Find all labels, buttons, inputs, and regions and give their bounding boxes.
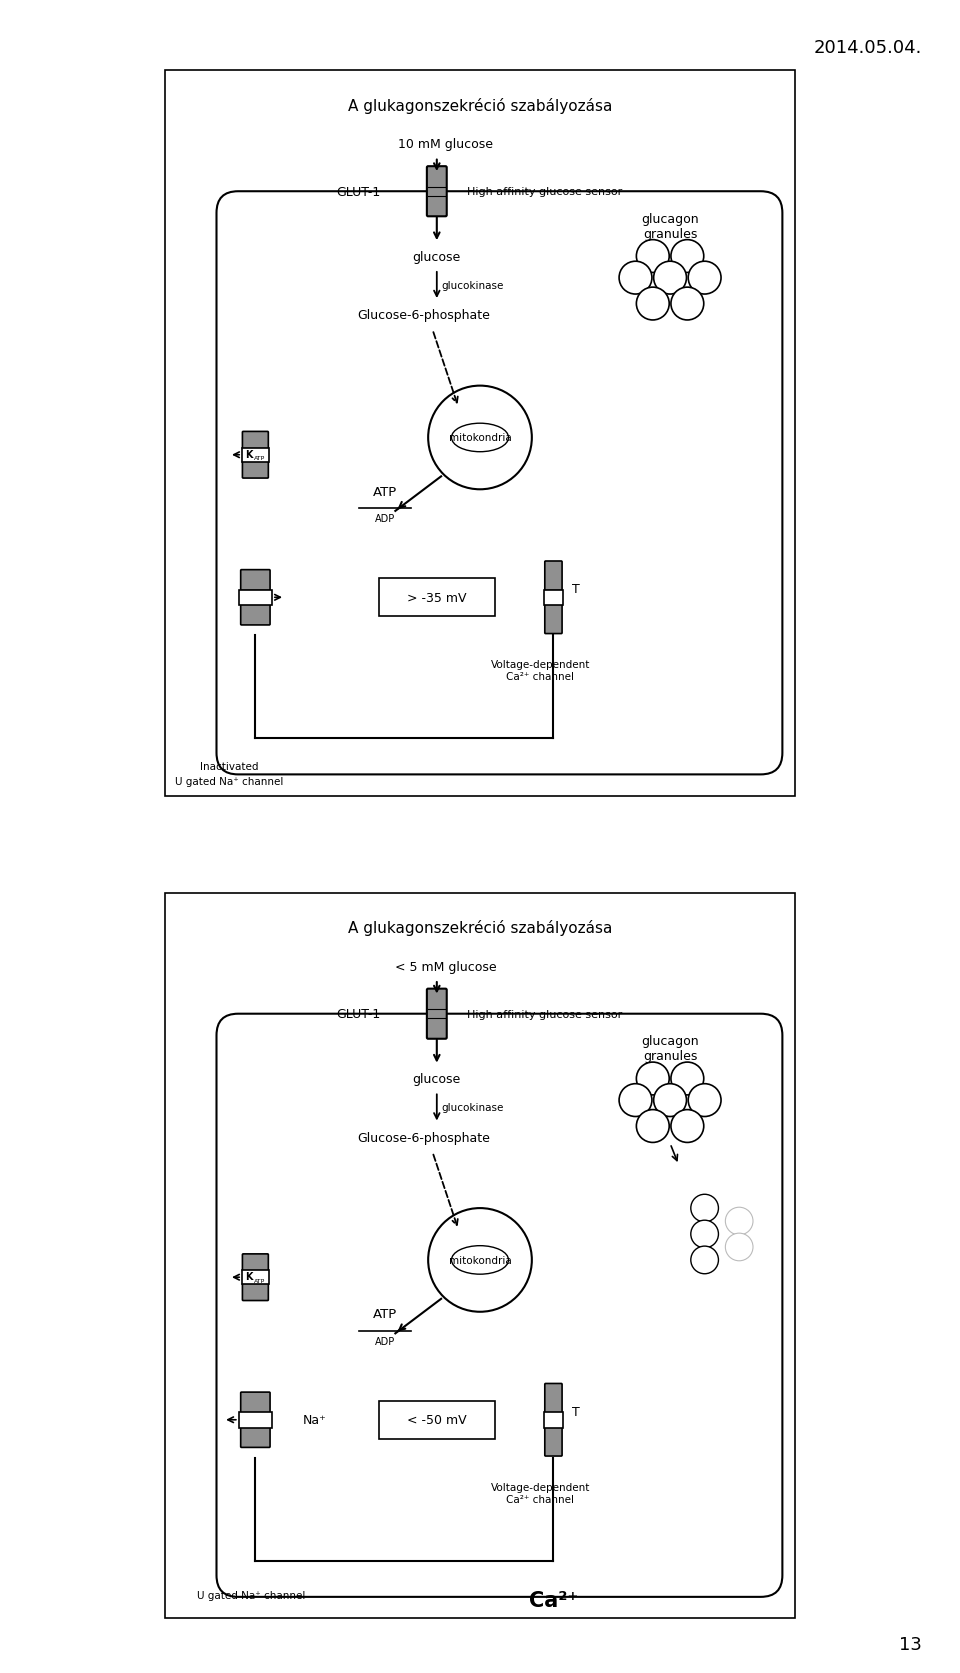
Text: ATP: ATP	[253, 1278, 265, 1283]
Text: T: T	[572, 1405, 580, 1417]
Text: K: K	[246, 450, 252, 460]
Text: A glukagonszekréció szabályozása: A glukagonszekréció szabályozása	[348, 920, 612, 935]
Text: Ca²⁺: Ca²⁺	[529, 1589, 578, 1609]
Text: glucose: glucose	[413, 251, 461, 263]
Text: ADP: ADP	[374, 514, 396, 524]
Text: Glucose-6-phosphate: Glucose-6-phosphate	[357, 310, 491, 323]
Ellipse shape	[451, 1246, 509, 1275]
Text: Voltage-dependent
Ca²⁺ channel: Voltage-dependent Ca²⁺ channel	[491, 1482, 590, 1504]
Text: ADP: ADP	[374, 1337, 396, 1347]
Text: ATP: ATP	[372, 485, 397, 499]
Text: > -35 mV: > -35 mV	[407, 592, 467, 604]
FancyBboxPatch shape	[165, 893, 795, 1618]
FancyBboxPatch shape	[239, 1412, 272, 1427]
Text: mitokondria: mitokondria	[448, 1255, 512, 1265]
Text: A glukagonszekréció szabályozása: A glukagonszekréció szabályozása	[348, 97, 612, 114]
Ellipse shape	[451, 423, 509, 452]
FancyBboxPatch shape	[379, 579, 494, 617]
Text: U gated Na⁺ channel: U gated Na⁺ channel	[197, 1589, 305, 1599]
FancyBboxPatch shape	[241, 1427, 270, 1447]
Text: 13: 13	[899, 1635, 922, 1653]
Text: U gated Na⁺ channel: U gated Na⁺ channel	[176, 776, 283, 786]
Circle shape	[619, 263, 652, 294]
Circle shape	[654, 263, 686, 294]
FancyBboxPatch shape	[379, 1400, 494, 1439]
Text: glucokinase: glucokinase	[442, 281, 503, 291]
Text: < 5 mM glucose: < 5 mM glucose	[395, 960, 496, 974]
Circle shape	[428, 1208, 532, 1312]
Circle shape	[688, 1084, 721, 1118]
Text: High affinity glucose sensor: High affinity glucose sensor	[468, 187, 622, 197]
FancyBboxPatch shape	[427, 167, 446, 217]
Circle shape	[636, 241, 669, 273]
Text: ATP: ATP	[253, 457, 265, 460]
Circle shape	[691, 1221, 718, 1248]
Text: High affinity glucose sensor: High affinity glucose sensor	[468, 1009, 622, 1019]
Text: Inactivated: Inactivated	[201, 761, 258, 771]
FancyBboxPatch shape	[427, 989, 446, 1039]
FancyBboxPatch shape	[544, 562, 562, 591]
FancyBboxPatch shape	[241, 606, 270, 626]
Text: GLUT-1: GLUT-1	[336, 1007, 381, 1021]
Circle shape	[691, 1195, 718, 1223]
FancyBboxPatch shape	[243, 1255, 269, 1271]
Text: GLUT-1: GLUT-1	[336, 186, 381, 199]
FancyBboxPatch shape	[544, 591, 563, 606]
Text: glucagon
granules: glucagon granules	[641, 1034, 699, 1062]
Circle shape	[726, 1208, 753, 1235]
Text: < -50 mV: < -50 mV	[407, 1414, 467, 1427]
Text: glucose: glucose	[413, 1072, 461, 1086]
FancyBboxPatch shape	[241, 1392, 270, 1414]
FancyBboxPatch shape	[243, 432, 269, 450]
Circle shape	[428, 386, 532, 490]
Circle shape	[691, 1246, 718, 1273]
FancyBboxPatch shape	[217, 192, 782, 775]
Text: Na⁺: Na⁺	[303, 1414, 326, 1427]
FancyBboxPatch shape	[241, 570, 270, 591]
Circle shape	[636, 288, 669, 321]
Circle shape	[688, 263, 721, 294]
Circle shape	[671, 241, 704, 273]
Text: glucagon
granules: glucagon granules	[641, 212, 699, 241]
Circle shape	[636, 1109, 669, 1143]
FancyBboxPatch shape	[544, 1427, 562, 1456]
FancyBboxPatch shape	[544, 1412, 563, 1427]
FancyBboxPatch shape	[243, 1283, 269, 1300]
Circle shape	[636, 1062, 669, 1096]
Text: K: K	[246, 1271, 252, 1282]
FancyBboxPatch shape	[217, 1014, 782, 1598]
Circle shape	[726, 1233, 753, 1261]
Text: ATP: ATP	[372, 1308, 397, 1320]
FancyBboxPatch shape	[544, 1384, 562, 1414]
Text: mitokondria: mitokondria	[448, 433, 512, 443]
FancyBboxPatch shape	[544, 606, 562, 634]
Circle shape	[671, 288, 704, 321]
Circle shape	[671, 1062, 704, 1096]
Text: 2014.05.04.: 2014.05.04.	[813, 38, 922, 57]
Text: glucokinase: glucokinase	[442, 1103, 503, 1113]
FancyBboxPatch shape	[165, 72, 795, 796]
Circle shape	[671, 1109, 704, 1143]
Text: T: T	[572, 582, 580, 596]
FancyBboxPatch shape	[242, 1270, 269, 1285]
Circle shape	[619, 1084, 652, 1118]
Text: Voltage-dependent
Ca²⁺ channel: Voltage-dependent Ca²⁺ channel	[491, 661, 590, 681]
Circle shape	[654, 1084, 686, 1118]
Text: 10 mM glucose: 10 mM glucose	[398, 139, 492, 151]
FancyBboxPatch shape	[243, 462, 269, 478]
Text: Glucose-6-phosphate: Glucose-6-phosphate	[357, 1131, 491, 1144]
FancyBboxPatch shape	[242, 448, 269, 462]
FancyBboxPatch shape	[239, 591, 272, 606]
